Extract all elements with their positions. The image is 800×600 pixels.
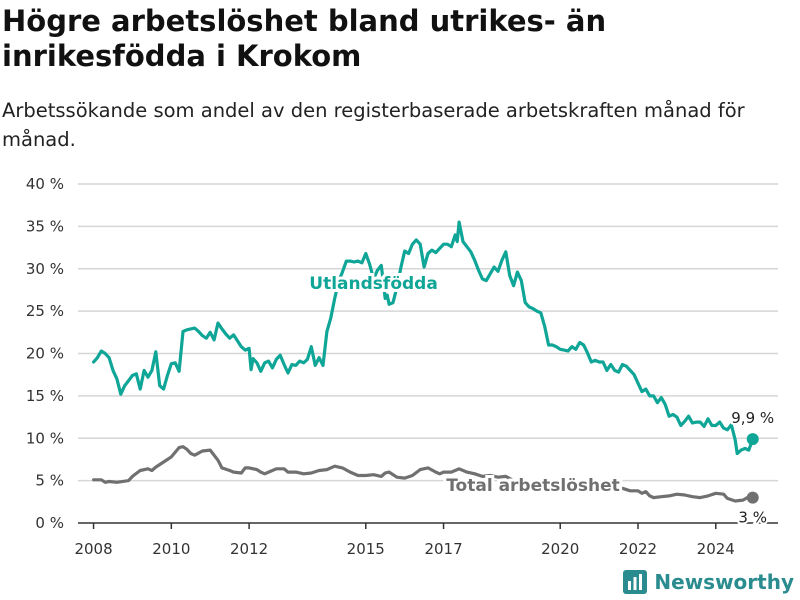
y-tick-label: 40 % xyxy=(26,175,64,193)
x-tick-label: 2012 xyxy=(230,540,268,558)
series-line-0 xyxy=(92,220,755,456)
chart-subtitle: Arbetssökande som andel av den registerb… xyxy=(2,99,745,151)
bar-chart-icon xyxy=(623,570,648,594)
newsworthy-logo: Newsworthy xyxy=(622,568,794,596)
y-tick-label: 15 % xyxy=(26,387,64,405)
y-tick-label: 0 % xyxy=(35,514,64,532)
y-tick-label: 20 % xyxy=(26,345,64,363)
x-tick-label: 2017 xyxy=(424,540,462,558)
series-annotation: Utlandsfödda xyxy=(309,274,438,294)
y-tick-label: 5 % xyxy=(35,472,64,490)
x-tick-label: 2015 xyxy=(347,540,385,558)
y-tick-label: 25 % xyxy=(26,302,64,320)
x-tick-label: 2022 xyxy=(619,540,657,558)
x-tick-label: 2008 xyxy=(74,540,112,558)
y-tick-label: 10 % xyxy=(26,429,64,447)
series-end-label: 9,9 % xyxy=(731,409,774,427)
series-end-point xyxy=(746,491,759,504)
x-tick-label: 2020 xyxy=(541,540,579,558)
brand-name: Newsworthy xyxy=(654,570,794,594)
series-end-point xyxy=(746,433,759,446)
series-end-label: 3 % xyxy=(738,509,767,527)
series-line-1 xyxy=(92,445,755,503)
x-tick-label: 2024 xyxy=(697,540,735,558)
y-tick-label: 30 % xyxy=(26,260,64,278)
series-annotation: Total arbetslöshet xyxy=(446,476,620,496)
x-tick-label: 2010 xyxy=(152,540,190,558)
y-tick-label: 35 % xyxy=(26,217,64,235)
chart-title: Högre arbetslöshet bland utrikes- än inr… xyxy=(2,4,607,73)
